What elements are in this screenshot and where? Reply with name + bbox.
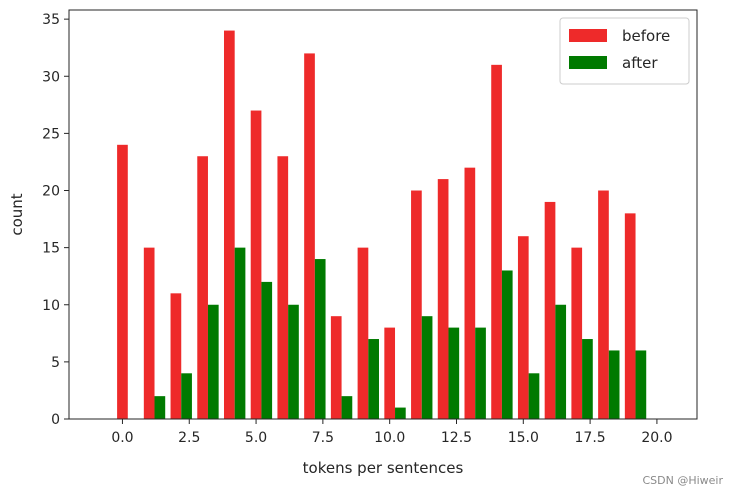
bar-before-13 — [464, 167, 476, 419]
bar-before-5 — [250, 110, 262, 419]
y-tick-label: 25 — [42, 126, 60, 142]
bar-after-6 — [288, 304, 299, 419]
bar-after-9 — [368, 339, 379, 419]
bar-before-8 — [330, 316, 342, 419]
x-axis-label: tokens per sentences — [303, 459, 464, 477]
x-tick-label: 5.0 — [245, 430, 267, 446]
bar-before-18 — [598, 190, 609, 419]
legend: before after — [559, 17, 690, 85]
bar-after-10 — [395, 407, 406, 419]
bar-after-14 — [501, 270, 513, 419]
bar-after-11 — [421, 316, 433, 419]
bar-after-17 — [582, 339, 593, 419]
bar-after-7 — [314, 259, 326, 419]
bar-after-8 — [341, 396, 353, 419]
bar-before-9 — [357, 247, 369, 419]
bar-after-5 — [261, 281, 273, 419]
x-tick-label: 15.0 — [508, 430, 539, 446]
bar-after-15 — [528, 373, 540, 419]
bar-after-3 — [207, 304, 219, 419]
watermark: CSDN @Hiweir — [642, 474, 723, 487]
bar-before-14 — [491, 64, 502, 420]
y-tick-label: 15 — [42, 241, 60, 257]
legend-swatch-before — [569, 29, 607, 42]
bar-after-12 — [448, 327, 460, 419]
bar-before-10 — [384, 327, 396, 419]
bar-after-2 — [181, 373, 192, 419]
x-tick-label: 17.5 — [575, 430, 606, 446]
legend-label-after: after — [622, 54, 658, 72]
x-tick-label: 0.0 — [111, 430, 133, 446]
x-tick-label: 12.5 — [441, 430, 472, 446]
x-tick-label: 20.0 — [641, 430, 672, 446]
bar-after-16 — [555, 304, 567, 419]
bar-before-15 — [517, 236, 529, 419]
bar-before-2 — [170, 293, 182, 419]
y-tick-label: 5 — [51, 355, 60, 371]
y-tick-label: 30 — [42, 69, 60, 85]
bar-before-3 — [197, 156, 208, 420]
bar-before-1 — [143, 247, 155, 419]
x-tick-label: 7.5 — [312, 430, 334, 446]
bar-before-16 — [544, 201, 556, 419]
legend-label-before: before — [622, 27, 670, 45]
x-tick-label: 10.0 — [374, 430, 405, 446]
bar-before-4 — [223, 30, 235, 420]
bar-before-0 — [117, 144, 128, 419]
legend-swatch-after — [569, 56, 607, 69]
bar-before-12 — [437, 179, 449, 419]
bar-after-13 — [475, 327, 486, 419]
bar-before-11 — [411, 190, 422, 419]
bar-after-1 — [154, 396, 166, 419]
bar-after-18 — [608, 350, 620, 419]
y-tick-label: 20 — [42, 184, 60, 200]
y-axis-ticks: 0 5 10 15 20 25 30 35 — [42, 12, 69, 428]
y-axis-label: count — [8, 193, 26, 235]
bar-before-19 — [624, 213, 636, 419]
y-tick-label: 10 — [42, 298, 60, 314]
bar-after-19 — [635, 350, 647, 419]
y-tick-label: 35 — [42, 12, 60, 28]
bar-after-4 — [234, 247, 246, 419]
y-tick-label: 0 — [51, 412, 60, 428]
bars-group — [117, 30, 647, 420]
bar-before-7 — [304, 53, 315, 420]
x-tick-label: 2.5 — [178, 430, 200, 446]
x-axis-ticks: 0.0 2.5 5.0 7.5 10.0 12.5 15.0 17.5 20.0 — [111, 419, 673, 446]
bar-before-6 — [277, 156, 289, 420]
plot-frame — [68, 9, 698, 420]
bar-before-17 — [571, 247, 583, 419]
